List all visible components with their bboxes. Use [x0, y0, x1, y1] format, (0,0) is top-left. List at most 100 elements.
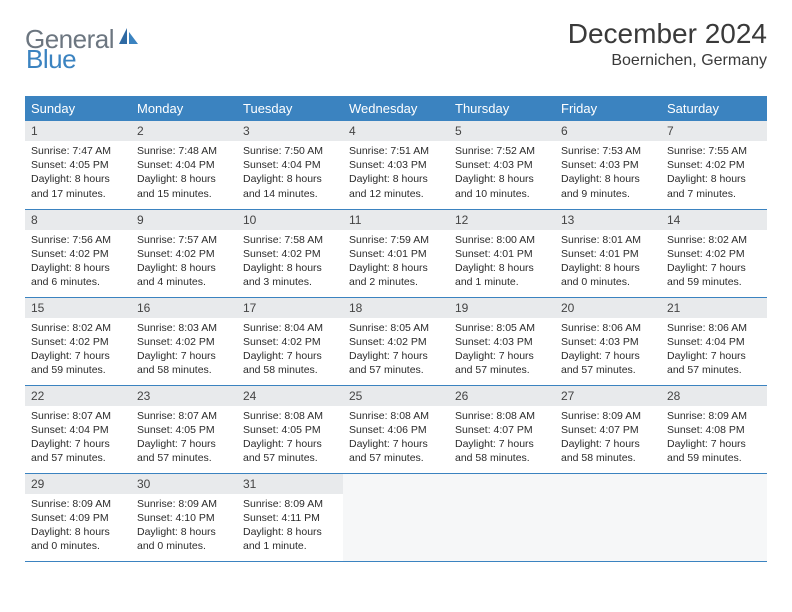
calendar-cell: 20Sunrise: 8:06 AMSunset: 4:03 PMDayligh… — [555, 297, 661, 385]
dow-thursday: Thursday — [449, 96, 555, 121]
day-number: 29 — [25, 474, 131, 494]
day-info: Sunrise: 7:55 AMSunset: 4:02 PMDaylight:… — [661, 141, 767, 207]
calendar-cell: 22Sunrise: 8:07 AMSunset: 4:04 PMDayligh… — [25, 385, 131, 473]
day-number: 11 — [343, 210, 449, 230]
day-info: Sunrise: 8:08 AMSunset: 4:07 PMDaylight:… — [449, 406, 555, 472]
calendar-cell: 6Sunrise: 7:53 AMSunset: 4:03 PMDaylight… — [555, 121, 661, 209]
day-number: 14 — [661, 210, 767, 230]
day-info: Sunrise: 8:06 AMSunset: 4:04 PMDaylight:… — [661, 318, 767, 384]
day-info: Sunrise: 8:07 AMSunset: 4:05 PMDaylight:… — [131, 406, 237, 472]
day-info: Sunrise: 8:09 AMSunset: 4:07 PMDaylight:… — [555, 406, 661, 472]
calendar-cell: 18Sunrise: 8:05 AMSunset: 4:02 PMDayligh… — [343, 297, 449, 385]
day-info: Sunrise: 8:09 AMSunset: 4:08 PMDaylight:… — [661, 406, 767, 472]
day-number: 16 — [131, 298, 237, 318]
calendar-cell: 19Sunrise: 8:05 AMSunset: 4:03 PMDayligh… — [449, 297, 555, 385]
calendar-cell: 30Sunrise: 8:09 AMSunset: 4:10 PMDayligh… — [131, 473, 237, 561]
day-info: Sunrise: 7:51 AMSunset: 4:03 PMDaylight:… — [343, 141, 449, 207]
calendar-cell: 25Sunrise: 8:08 AMSunset: 4:06 PMDayligh… — [343, 385, 449, 473]
calendar-week-row: 29Sunrise: 8:09 AMSunset: 4:09 PMDayligh… — [25, 473, 767, 561]
calendar-cell: 4Sunrise: 7:51 AMSunset: 4:03 PMDaylight… — [343, 121, 449, 209]
day-number: 28 — [661, 386, 767, 406]
day-info: Sunrise: 7:57 AMSunset: 4:02 PMDaylight:… — [131, 230, 237, 296]
day-number: 17 — [237, 298, 343, 318]
calendar-cell: .. — [343, 473, 449, 561]
day-number: 12 — [449, 210, 555, 230]
calendar-cell: .. — [449, 473, 555, 561]
day-info: Sunrise: 8:01 AMSunset: 4:01 PMDaylight:… — [555, 230, 661, 296]
calendar-cell: 8Sunrise: 7:56 AMSunset: 4:02 PMDaylight… — [25, 209, 131, 297]
day-number: 13 — [555, 210, 661, 230]
calendar-cell: 13Sunrise: 8:01 AMSunset: 4:01 PMDayligh… — [555, 209, 661, 297]
day-number: 2 — [131, 121, 237, 141]
day-info: Sunrise: 7:48 AMSunset: 4:04 PMDaylight:… — [131, 141, 237, 207]
day-number: 27 — [555, 386, 661, 406]
day-info: Sunrise: 8:09 AMSunset: 4:09 PMDaylight:… — [25, 494, 131, 560]
calendar-cell: 26Sunrise: 8:08 AMSunset: 4:07 PMDayligh… — [449, 385, 555, 473]
day-number: 7 — [661, 121, 767, 141]
day-info: Sunrise: 8:05 AMSunset: 4:02 PMDaylight:… — [343, 318, 449, 384]
calendar-cell: 15Sunrise: 8:02 AMSunset: 4:02 PMDayligh… — [25, 297, 131, 385]
day-info: Sunrise: 8:09 AMSunset: 4:10 PMDaylight:… — [131, 494, 237, 560]
calendar-cell: 5Sunrise: 7:52 AMSunset: 4:03 PMDaylight… — [449, 121, 555, 209]
day-of-week-row: Sunday Monday Tuesday Wednesday Thursday… — [25, 96, 767, 121]
calendar-cell: 17Sunrise: 8:04 AMSunset: 4:02 PMDayligh… — [237, 297, 343, 385]
calendar-cell: 23Sunrise: 8:07 AMSunset: 4:05 PMDayligh… — [131, 385, 237, 473]
day-number: 25 — [343, 386, 449, 406]
day-number: 5 — [449, 121, 555, 141]
month-title: December 2024 — [568, 18, 767, 50]
day-number: 26 — [449, 386, 555, 406]
brand-blue: Blue — [26, 44, 76, 74]
calendar-week-row: 22Sunrise: 8:07 AMSunset: 4:04 PMDayligh… — [25, 385, 767, 473]
day-info: Sunrise: 8:00 AMSunset: 4:01 PMDaylight:… — [449, 230, 555, 296]
day-info: Sunrise: 7:58 AMSunset: 4:02 PMDaylight:… — [237, 230, 343, 296]
day-info: Sunrise: 8:07 AMSunset: 4:04 PMDaylight:… — [25, 406, 131, 472]
day-number: 6 — [555, 121, 661, 141]
day-info: Sunrise: 7:50 AMSunset: 4:04 PMDaylight:… — [237, 141, 343, 207]
calendar-cell: 12Sunrise: 8:00 AMSunset: 4:01 PMDayligh… — [449, 209, 555, 297]
day-info: Sunrise: 7:59 AMSunset: 4:01 PMDaylight:… — [343, 230, 449, 296]
dow-monday: Monday — [131, 96, 237, 121]
day-number: 4 — [343, 121, 449, 141]
calendar-cell: 16Sunrise: 8:03 AMSunset: 4:02 PMDayligh… — [131, 297, 237, 385]
calendar-cell: 10Sunrise: 7:58 AMSunset: 4:02 PMDayligh… — [237, 209, 343, 297]
sails-icon — [118, 26, 140, 51]
day-info: Sunrise: 7:47 AMSunset: 4:05 PMDaylight:… — [25, 141, 131, 207]
day-number: 1 — [25, 121, 131, 141]
calendar-cell: 31Sunrise: 8:09 AMSunset: 4:11 PMDayligh… — [237, 473, 343, 561]
calendar-week-row: 8Sunrise: 7:56 AMSunset: 4:02 PMDaylight… — [25, 209, 767, 297]
calendar-cell: .. — [661, 473, 767, 561]
day-number: 15 — [25, 298, 131, 318]
day-info: Sunrise: 8:04 AMSunset: 4:02 PMDaylight:… — [237, 318, 343, 384]
calendar-cell: 1Sunrise: 7:47 AMSunset: 4:05 PMDaylight… — [25, 121, 131, 209]
day-number: 22 — [25, 386, 131, 406]
day-info: Sunrise: 8:03 AMSunset: 4:02 PMDaylight:… — [131, 318, 237, 384]
calendar-cell: 3Sunrise: 7:50 AMSunset: 4:04 PMDaylight… — [237, 121, 343, 209]
title-block: December 2024 Boernichen, Germany — [568, 18, 767, 70]
day-number: 18 — [343, 298, 449, 318]
calendar-cell: 27Sunrise: 8:09 AMSunset: 4:07 PMDayligh… — [555, 385, 661, 473]
calendar-cell: 28Sunrise: 8:09 AMSunset: 4:08 PMDayligh… — [661, 385, 767, 473]
calendar-cell: 9Sunrise: 7:57 AMSunset: 4:02 PMDaylight… — [131, 209, 237, 297]
day-info: Sunrise: 7:56 AMSunset: 4:02 PMDaylight:… — [25, 230, 131, 296]
calendar-table: Sunday Monday Tuesday Wednesday Thursday… — [25, 96, 767, 562]
location-text: Boernichen, Germany — [568, 52, 767, 70]
header: General December 2024 Boernichen, German… — [25, 18, 767, 70]
day-number: 3 — [237, 121, 343, 141]
calendar-cell: 7Sunrise: 7:55 AMSunset: 4:02 PMDaylight… — [661, 121, 767, 209]
day-number: 21 — [661, 298, 767, 318]
calendar-cell: 11Sunrise: 7:59 AMSunset: 4:01 PMDayligh… — [343, 209, 449, 297]
day-info: Sunrise: 8:06 AMSunset: 4:03 PMDaylight:… — [555, 318, 661, 384]
day-info: Sunrise: 8:08 AMSunset: 4:05 PMDaylight:… — [237, 406, 343, 472]
day-number: 30 — [131, 474, 237, 494]
dow-wednesday: Wednesday — [343, 96, 449, 121]
day-info: Sunrise: 8:02 AMSunset: 4:02 PMDaylight:… — [661, 230, 767, 296]
day-info: Sunrise: 8:08 AMSunset: 4:06 PMDaylight:… — [343, 406, 449, 472]
dow-friday: Friday — [555, 96, 661, 121]
day-info: Sunrise: 7:53 AMSunset: 4:03 PMDaylight:… — [555, 141, 661, 207]
day-info: Sunrise: 8:09 AMSunset: 4:11 PMDaylight:… — [237, 494, 343, 560]
calendar-cell: 2Sunrise: 7:48 AMSunset: 4:04 PMDaylight… — [131, 121, 237, 209]
calendar-cell: 29Sunrise: 8:09 AMSunset: 4:09 PMDayligh… — [25, 473, 131, 561]
day-number: 24 — [237, 386, 343, 406]
day-number: 8 — [25, 210, 131, 230]
dow-tuesday: Tuesday — [237, 96, 343, 121]
